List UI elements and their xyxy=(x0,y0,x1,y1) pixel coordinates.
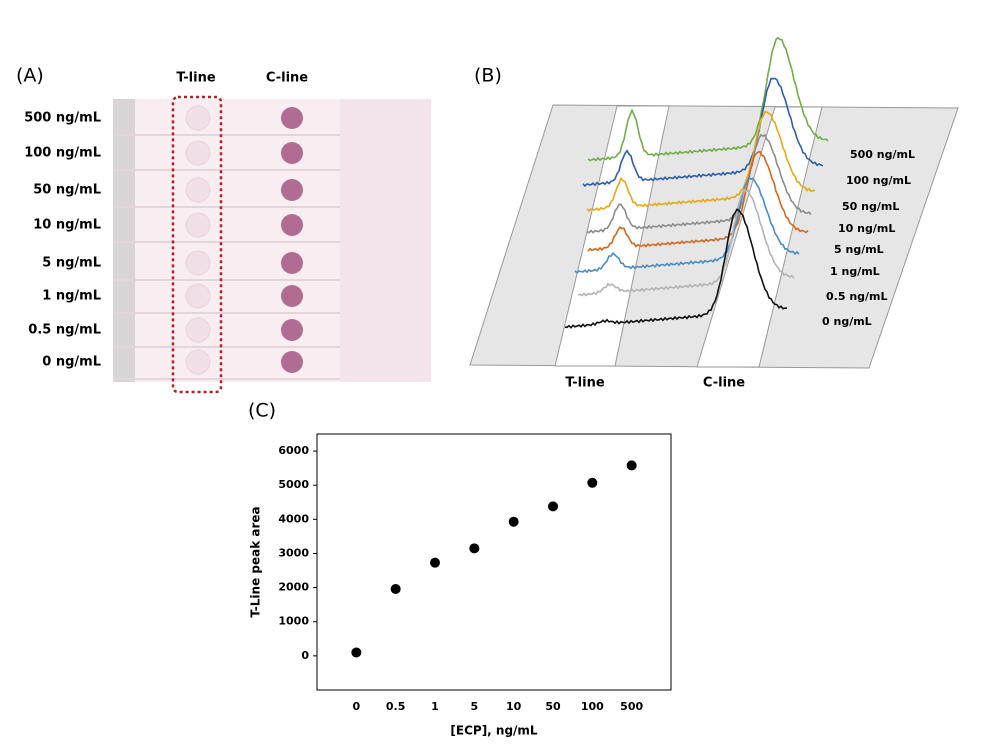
x-tick-label: 1 xyxy=(431,700,439,713)
profile-curve xyxy=(582,77,824,188)
axis-label: T-line xyxy=(565,376,605,391)
t-spot xyxy=(185,140,211,166)
row-label: 0.5 ng/mL xyxy=(28,323,101,338)
y-tick-label: 5000 xyxy=(278,478,309,491)
c-spot xyxy=(281,351,303,373)
strip-pad xyxy=(340,99,431,382)
x-axis-label: [ECP], ng/mL xyxy=(450,724,538,738)
profile-curve xyxy=(586,110,815,213)
c-spot xyxy=(281,319,303,341)
legend-label: 0 ng/mL xyxy=(822,315,872,328)
y-tick-label: 2000 xyxy=(278,581,309,594)
legend-label: 1 ng/mL xyxy=(830,265,880,278)
c-spot xyxy=(281,107,303,129)
c-spot xyxy=(281,179,303,201)
x-tick-label: 500 xyxy=(620,700,643,713)
t-spot xyxy=(185,250,211,276)
t-spot xyxy=(185,105,211,131)
point xyxy=(390,583,401,594)
row-label: 100 ng/mL xyxy=(24,146,101,161)
column-label: C-line xyxy=(266,71,308,86)
c-band xyxy=(696,106,823,368)
point xyxy=(430,557,440,568)
t-spot xyxy=(185,212,211,238)
point xyxy=(626,460,637,471)
panel-label: (B) xyxy=(474,65,502,87)
plot: 0 1000 2000 3000 4000 5000 6000 0 0.5 1 5 10 50 100 50… xyxy=(278,444,643,713)
x-tick-label: 10 xyxy=(506,700,522,713)
curves xyxy=(564,36,829,329)
x-tick-label: 50 xyxy=(545,700,561,713)
c-spot xyxy=(281,252,303,274)
axis-label: C-line xyxy=(703,376,745,391)
point xyxy=(508,516,519,527)
legend-label: 5 ng/mL xyxy=(834,243,884,256)
legend-label: 500 ng/mL xyxy=(850,148,915,161)
t-spot xyxy=(185,283,211,309)
x-tick-label: 0.5 xyxy=(386,700,406,713)
y-tick-label: 4000 xyxy=(278,512,309,525)
point xyxy=(351,647,362,658)
row-label: 0 ng/mL xyxy=(42,355,101,370)
row-label: 1 ng/mL xyxy=(42,289,101,304)
t-band xyxy=(554,105,670,367)
point xyxy=(469,543,480,554)
t-spot xyxy=(185,317,211,343)
legend-label: 0.5 ng/mL xyxy=(826,290,888,303)
legend-label: 10 ng/mL xyxy=(838,222,895,235)
row-label: 500 ng/mL xyxy=(24,111,101,126)
point xyxy=(548,501,558,512)
point xyxy=(587,477,598,488)
c-spot xyxy=(281,214,303,236)
profile-curve xyxy=(574,175,800,275)
profile-curve xyxy=(577,188,795,297)
panel-label: (C) xyxy=(248,400,276,422)
c-spot xyxy=(281,285,303,307)
plot-frame xyxy=(316,433,672,691)
x-tick-label: 100 xyxy=(581,700,604,713)
profile-curve xyxy=(587,36,829,162)
column-label: T-line xyxy=(176,71,216,86)
strips xyxy=(113,99,431,382)
strip-edge xyxy=(113,99,135,382)
t-spot xyxy=(185,177,211,203)
legend-label: 50 ng/mL xyxy=(842,200,899,213)
panel-label: (A) xyxy=(16,65,44,87)
row-label: 10 ng/mL xyxy=(33,218,101,233)
c-spot xyxy=(281,142,303,164)
t-spot xyxy=(185,349,211,375)
profile-curve xyxy=(586,133,812,234)
y-axis-label: T-Line peak area xyxy=(249,506,263,617)
x-tick-label: 0 xyxy=(353,700,361,713)
row-label: 5 ng/mL xyxy=(42,256,101,271)
profile-curve xyxy=(587,150,809,252)
t-line-box xyxy=(171,95,223,394)
y-tick-label: 3000 xyxy=(278,546,309,559)
y-tick-label: 0 xyxy=(301,649,309,662)
row-label: 50 ng/mL xyxy=(33,183,101,198)
profile-curve xyxy=(564,208,788,329)
x-tick-label: 5 xyxy=(471,700,479,713)
y-tick-label: 6000 xyxy=(278,444,309,457)
legend-label: 100 ng/mL xyxy=(846,174,911,187)
y-tick-label: 1000 xyxy=(278,615,309,628)
